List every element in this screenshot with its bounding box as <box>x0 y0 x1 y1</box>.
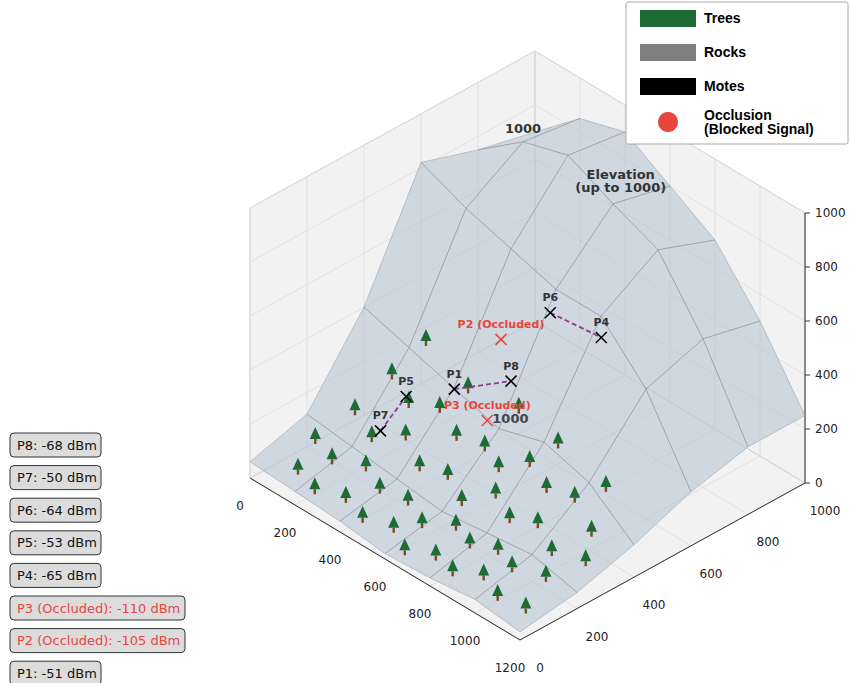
svg-text:1000: 1000 <box>450 634 481 648</box>
svg-text:400: 400 <box>643 598 666 612</box>
svg-text:P1: P1 <box>446 368 462 381</box>
svg-text:P8: P8 <box>503 360 519 373</box>
svg-text:600: 600 <box>364 580 387 594</box>
svg-text:P1: -51 dBm: P1: -51 dBm <box>17 666 97 681</box>
svg-text:Elevation: Elevation <box>586 167 655 183</box>
svg-text:P3 (Occluded): P3 (Occluded) <box>444 399 531 412</box>
svg-text:1000: 1000 <box>492 411 528 426</box>
svg-text:P2 (Occluded): P2 (Occluded) <box>458 318 545 331</box>
svg-text:(up to 1000): (up to 1000) <box>575 180 666 195</box>
svg-text:P8: -68 dBm: P8: -68 dBm <box>17 438 97 453</box>
svg-text:400: 400 <box>815 368 838 382</box>
svg-text:Occlusion: Occlusion <box>704 107 772 123</box>
svg-text:(Blocked Signal): (Blocked Signal) <box>704 121 814 137</box>
svg-text:1000: 1000 <box>810 504 841 518</box>
svg-text:P6: -64 dBm: P6: -64 dBm <box>17 503 97 518</box>
svg-text:P3 (Occluded): -110 dBm: P3 (Occluded): -110 dBm <box>17 601 180 616</box>
svg-text:P7: -50 dBm: P7: -50 dBm <box>17 470 97 485</box>
svg-text:Motes: Motes <box>704 78 745 94</box>
svg-text:800: 800 <box>409 607 432 621</box>
svg-text:0: 0 <box>236 499 244 513</box>
svg-text:P2 (Occluded): -105 dBm: P2 (Occluded): -105 dBm <box>17 633 180 648</box>
svg-text:600: 600 <box>700 567 723 581</box>
svg-text:800: 800 <box>815 260 838 274</box>
svg-text:P7: P7 <box>373 409 389 422</box>
svg-text:400: 400 <box>319 553 342 567</box>
svg-text:1000: 1000 <box>505 121 541 136</box>
svg-text:200: 200 <box>274 526 297 540</box>
svg-text:Rocks: Rocks <box>704 44 746 60</box>
svg-text:Trees: Trees <box>704 10 741 26</box>
svg-text:P4: P4 <box>593 316 609 329</box>
svg-text:800: 800 <box>757 535 780 549</box>
svg-text:P6: P6 <box>542 291 558 304</box>
svg-text:P5: P5 <box>398 375 414 388</box>
svg-text:P5: -53 dBm: P5: -53 dBm <box>17 535 97 550</box>
svg-text:200: 200 <box>815 422 838 436</box>
svg-text:0: 0 <box>536 661 544 675</box>
svg-text:1200: 1200 <box>495 661 526 675</box>
svg-text:0: 0 <box>815 476 823 490</box>
svg-text:1000: 1000 <box>815 206 846 220</box>
svg-text:200: 200 <box>586 630 609 644</box>
svg-text:P4: -65 dBm: P4: -65 dBm <box>17 568 97 583</box>
svg-text:600: 600 <box>815 314 838 328</box>
